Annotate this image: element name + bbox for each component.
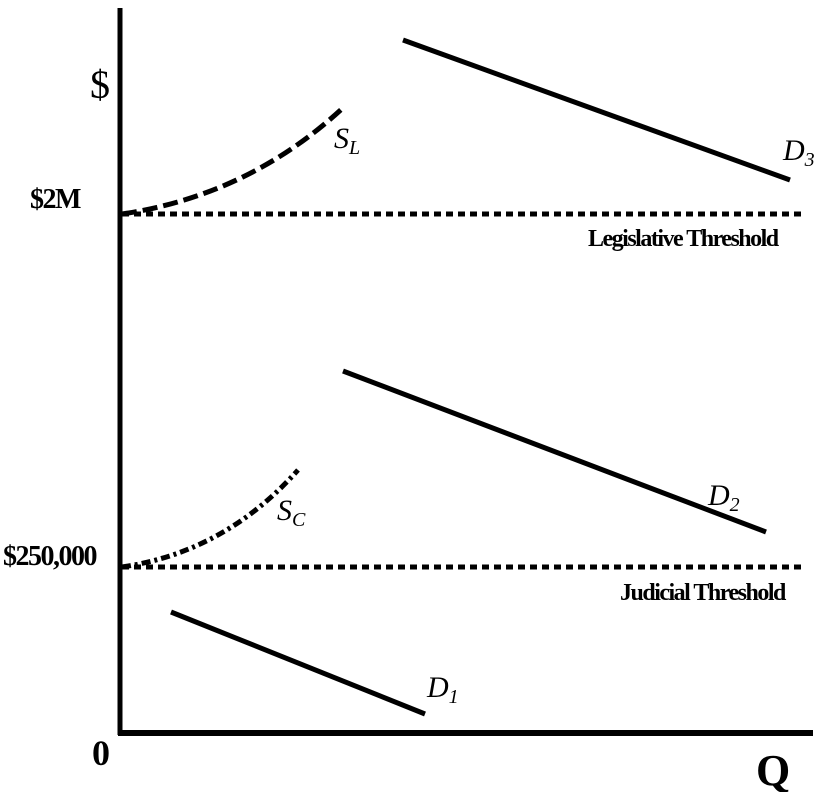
- demand-curve-1: [170, 609, 426, 717]
- origin-label: 0: [92, 733, 110, 773]
- demand-curve-3: [402, 37, 791, 183]
- demand-curve-2: [342, 368, 767, 535]
- supply-label-legislative: SL: [334, 122, 360, 159]
- demand-label-1: D1: [426, 671, 459, 708]
- supply-curve-courts: [121, 468, 300, 570]
- y-axis-label: $: [90, 62, 110, 107]
- price-label-250000: $250,000: [3, 541, 97, 572]
- supply-label-courts: SC: [277, 494, 306, 531]
- legislative-threshold-label: Legislative Threshold: [588, 226, 780, 252]
- price-label-2m: $2M: [30, 184, 81, 215]
- judicial-threshold-label: Judicial Threshold: [620, 580, 787, 606]
- supply-curve-legislative: [121, 104, 347, 217]
- demand-label-3: D3: [782, 134, 815, 171]
- x-axis-label: Q: [756, 746, 790, 792]
- demand-label-2: D2: [707, 479, 740, 516]
